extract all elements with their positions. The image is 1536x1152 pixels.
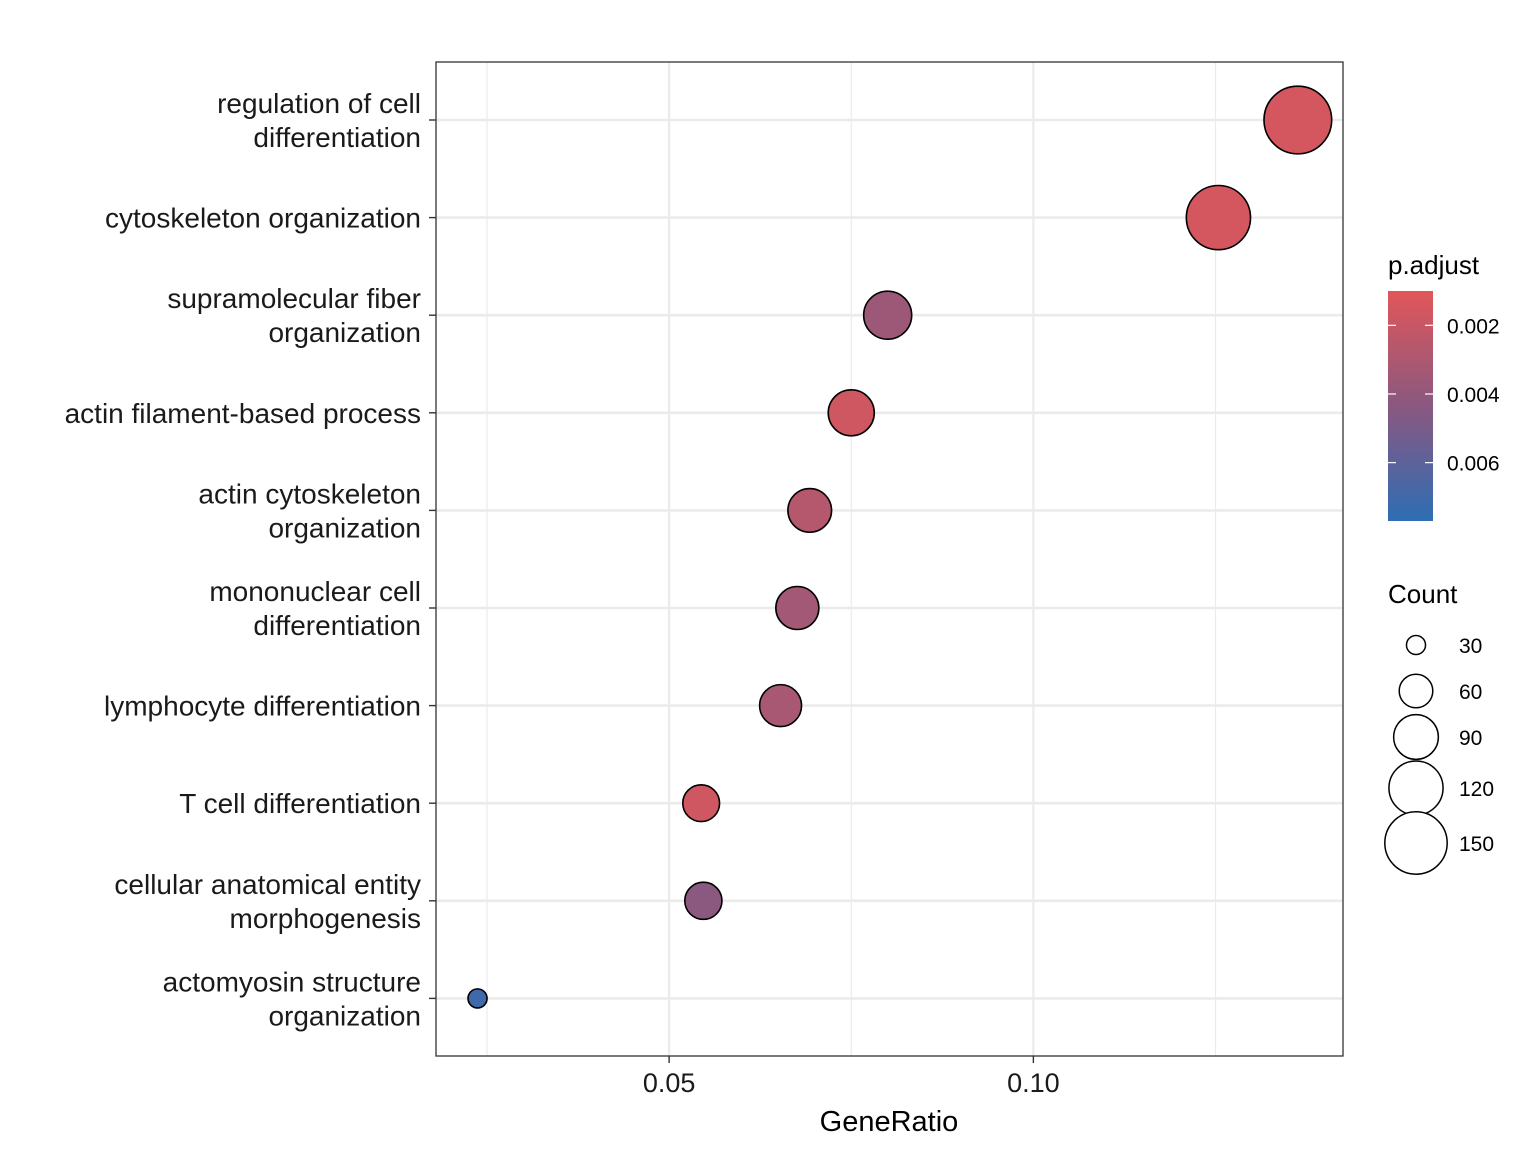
y-tick-label: actomyosin structure bbox=[163, 966, 421, 997]
x-tick-label: 0.05 bbox=[643, 1068, 696, 1098]
x-axis: 0.05 0.10 bbox=[643, 1056, 1060, 1098]
color-legend-label: 0.002 bbox=[1447, 315, 1500, 338]
y-tick-label: cellular anatomical entity bbox=[114, 869, 421, 900]
color-legend-label: 0.006 bbox=[1447, 453, 1500, 476]
data-point bbox=[683, 881, 723, 921]
data-point bbox=[1263, 85, 1333, 155]
size-legend-circle bbox=[1392, 713, 1440, 761]
data-point bbox=[681, 784, 721, 823]
data-point bbox=[862, 290, 913, 341]
size-legend-label: 30 bbox=[1459, 635, 1482, 658]
size-legend-circle bbox=[1388, 760, 1444, 816]
plot-panel-border bbox=[435, 61, 1344, 1057]
color-legend-label: 0.004 bbox=[1447, 384, 1500, 407]
size-legend: Count 30 60 90 120 150 bbox=[1384, 579, 1494, 875]
y-tick-label: T cell differentiation bbox=[179, 788, 421, 819]
data-point bbox=[1185, 184, 1252, 251]
y-tick-label: differentiation bbox=[253, 122, 421, 153]
data-point bbox=[827, 388, 876, 437]
y-tick-label: actin filament-based process bbox=[65, 398, 421, 429]
size-legend-circle bbox=[1384, 811, 1448, 875]
data-point bbox=[467, 988, 488, 1009]
data-point bbox=[758, 683, 803, 728]
size-legend-label: 150 bbox=[1459, 833, 1494, 856]
y-tick-label: organization bbox=[268, 512, 421, 543]
y-axis: regulation of celldifferentiationcytoske… bbox=[65, 88, 436, 1031]
x-tick-label: 0.10 bbox=[1007, 1068, 1060, 1098]
y-tick-label: organization bbox=[268, 1000, 421, 1031]
data-point bbox=[775, 585, 820, 631]
data-points bbox=[467, 85, 1333, 1009]
size-legend-label: 90 bbox=[1459, 727, 1482, 750]
size-legend-title: Count bbox=[1388, 579, 1458, 609]
y-tick-label: actin cytoskeleton bbox=[198, 478, 421, 509]
y-tick-label: lymphocyte differentiation bbox=[104, 691, 421, 722]
y-tick-label: supramolecular fiber bbox=[167, 283, 421, 314]
size-legend-label: 120 bbox=[1459, 778, 1494, 801]
size-legend-circle bbox=[1405, 634, 1427, 656]
y-tick-label: organization bbox=[268, 317, 421, 348]
data-point bbox=[787, 487, 833, 534]
size-legend-circle bbox=[1398, 673, 1434, 709]
size-legend-label: 60 bbox=[1459, 681, 1482, 704]
y-tick-label: cytoskeleton organization bbox=[105, 203, 421, 234]
color-bar bbox=[1388, 291, 1433, 521]
y-tick-label: morphogenesis bbox=[230, 903, 421, 934]
y-tick-label: differentiation bbox=[253, 610, 421, 641]
y-tick-label: regulation of cell bbox=[217, 88, 421, 119]
x-axis-title: GeneRatio bbox=[820, 1106, 959, 1138]
color-legend-title: p.adjust bbox=[1388, 250, 1480, 280]
y-tick-label: mononuclear cell bbox=[209, 576, 421, 607]
color-legend: p.adjust 0.002 0.004 0.006 bbox=[1388, 250, 1500, 521]
